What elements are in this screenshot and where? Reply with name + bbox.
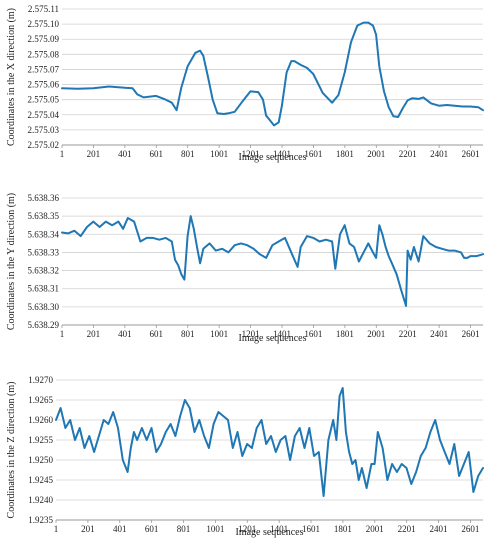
y-tick-label: 2.575.06 [28, 80, 60, 90]
y-tick-label: 1.9260 [28, 415, 53, 425]
x-tick-label: 801 [177, 524, 191, 534]
y-tick-label: 5.638.31 [28, 284, 60, 294]
chart-x-direction: 2.575.02 2.575.03 2.575.04 2.575.05 2.575.06… [6, 4, 484, 163]
x-tick-label: 1601 [304, 149, 322, 159]
x-tick-label: 1601 [302, 524, 320, 534]
x-tick-label: 2401 [430, 329, 448, 339]
y-tick-label: 1.9250 [28, 455, 53, 465]
y-axis-label: Coordinates in the X direction (m) [6, 8, 17, 146]
y-tick-label: 2.575.07 [28, 64, 60, 74]
x-tick-label: 2201 [398, 524, 416, 534]
y-tick-label: 5.638.36 [28, 193, 60, 203]
x-tick-label: 1801 [336, 149, 354, 159]
y-tick-label: 1.9235 [28, 515, 53, 525]
chart-z-direction: 1.9235 1.9240 1.9245 1.9250 1.9255 1.9260 1.92… [6, 375, 484, 538]
x-tick-label: 2401 [430, 149, 448, 159]
x-axis-label: Image sequences [235, 527, 303, 538]
x-tick-label: 201 [81, 524, 95, 534]
x-tick-label: 2001 [367, 329, 385, 339]
y-tick-label: 2.575.02 [28, 140, 60, 150]
x-tick-label: 401 [118, 149, 132, 159]
y-tick-label: 2.575.10 [28, 19, 60, 29]
series-line [61, 21, 484, 127]
y-tick-label: 2.575.11 [28, 4, 59, 14]
x-tick-label: 2401 [430, 524, 448, 534]
x-tick-label: 1001 [210, 329, 228, 339]
x-tick-label: 2001 [366, 524, 384, 534]
x-tick-label: 1801 [336, 329, 354, 339]
x-tick-label: 201 [87, 329, 101, 339]
x-tick-label: 1401 [273, 329, 291, 339]
x-tick-label: 2201 [399, 149, 417, 159]
x-tick-label: 1201 [238, 524, 256, 534]
y-tick-label: 5.638.34 [28, 229, 60, 239]
x-tick-label: 1801 [334, 524, 352, 534]
x-tick-label: 801 [181, 329, 195, 339]
x-tick-label: 401 [113, 524, 127, 534]
x-tick-label: 1001 [206, 524, 224, 534]
x-tick-label: 601 [150, 149, 164, 159]
x-tick-label: 1201 [242, 329, 260, 339]
x-tick-label: 1401 [270, 524, 288, 534]
x-axis-label: Image sequences [238, 333, 306, 344]
x-tick-label: 1401 [273, 149, 291, 159]
x-tick-label: 601 [145, 524, 159, 534]
x-tick-label: 2601 [461, 524, 479, 534]
x-tick-label: 1 [60, 329, 65, 339]
y-tick-label: 1.9240 [28, 495, 53, 505]
y-axis-label: Coordinates in the Z direction (m) [6, 382, 17, 519]
y-tick-label: 5.638.29 [28, 320, 60, 330]
x-tick-label: 401 [118, 329, 132, 339]
x-tick-label: 2001 [367, 149, 385, 159]
y-tick-label: 2.575.05 [28, 95, 60, 105]
x-tick-label: 2201 [399, 329, 417, 339]
y-tick-label: 2.575.04 [28, 110, 60, 120]
x-tick-label: 1201 [242, 149, 260, 159]
y-tick-label: 1.9265 [28, 395, 53, 405]
y-tick-label: 2.575.03 [28, 125, 60, 135]
x-tick-label: 1 [54, 524, 59, 534]
series-line [61, 215, 484, 307]
y-tick-label: 1.9270 [28, 375, 53, 385]
x-tick-label: 201 [87, 149, 101, 159]
x-tick-label: 2601 [462, 149, 480, 159]
x-tick-label: 1601 [304, 329, 322, 339]
y-tick-label: 5.638.33 [28, 247, 60, 257]
x-tick-label: 2601 [462, 329, 480, 339]
x-axis-label: Image sequences [238, 152, 306, 163]
y-tick-label: 5.638.35 [28, 211, 60, 221]
y-tick-label: 5.638.30 [28, 302, 60, 312]
y-tick-label: 1.9255 [28, 435, 53, 445]
series-line [55, 387, 484, 497]
chart-y-direction: 5.638.29 5.638.30 5.638.31 5.638.32 5.638.33… [6, 193, 484, 344]
x-tick-label: 601 [150, 329, 164, 339]
y-tick-label: 1.9245 [28, 475, 53, 485]
y-tick-label: 2.575.08 [28, 49, 60, 59]
x-tick-label: 1001 [210, 149, 228, 159]
x-tick-label: 1 [60, 149, 65, 159]
y-tick-label: 5.638.32 [28, 266, 60, 276]
y-axis-label: Coordinates in the Y direction (m) [6, 193, 17, 330]
y-tick-label: 2.575.09 [28, 34, 60, 44]
x-tick-label: 801 [181, 149, 195, 159]
